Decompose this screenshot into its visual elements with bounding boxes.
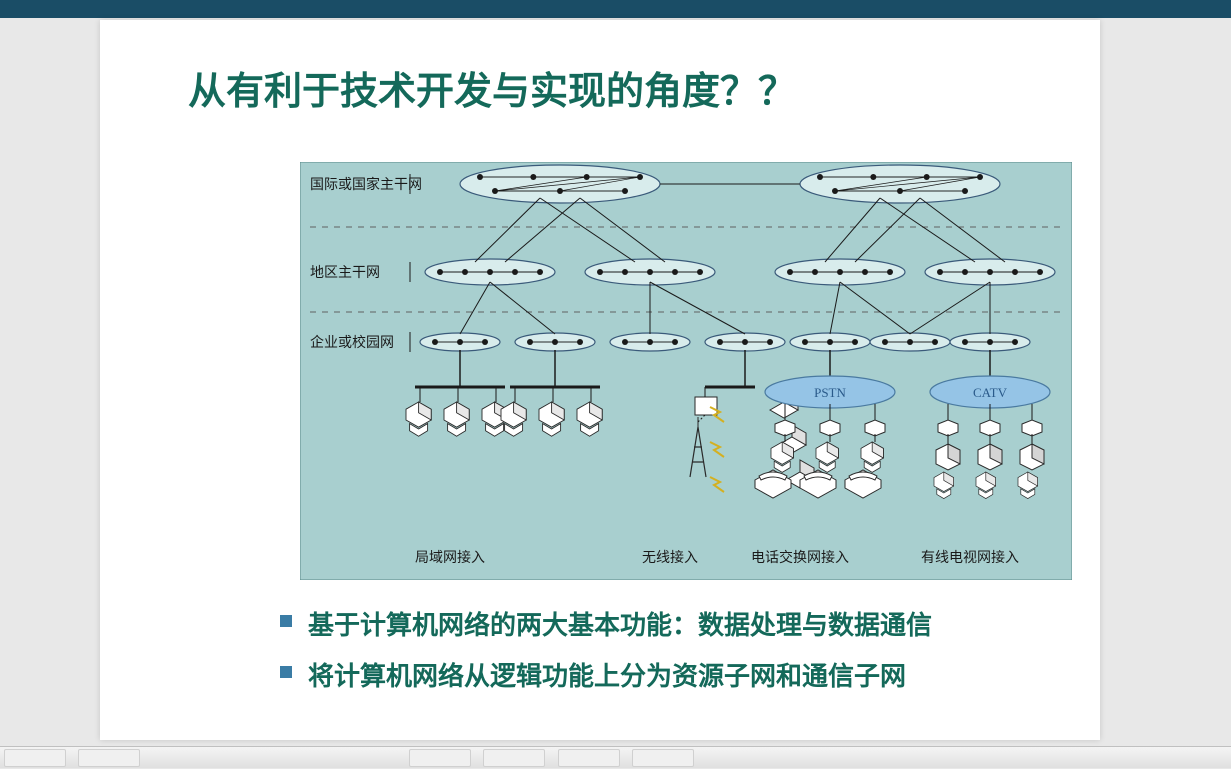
taskbar[interactable]: [0, 746, 1231, 768]
bullet-text: 基于计算机网络的两大基本功能：数据处理与数据通信: [308, 605, 932, 642]
task-item[interactable]: [483, 749, 545, 767]
svg-text:CATV: CATV: [973, 385, 1008, 400]
svg-text:国际或国家主干网: 国际或国家主干网: [310, 176, 422, 192]
svg-text:电话交换网接入: 电话交换网接入: [751, 549, 849, 565]
bullet-text: 将计算机网络从逻辑功能上分为资源子网和通信子网: [308, 656, 906, 693]
task-item[interactable]: [409, 749, 471, 767]
task-item[interactable]: [558, 749, 620, 767]
bullet-item: 将计算机网络从逻辑功能上分为资源子网和通信子网: [280, 656, 932, 693]
bullet-square-icon: [280, 666, 292, 678]
top-bar: [0, 0, 1231, 18]
svg-text:PSTN: PSTN: [814, 385, 846, 400]
task-item[interactable]: [632, 749, 694, 767]
svg-text:企业或校园网: 企业或校园网: [310, 334, 394, 350]
slide: 从有利于技术开发与实现的角度？？ 国际或国家主干网地区主干网企业或校园网局域网接…: [100, 20, 1100, 740]
bullet-item: 基于计算机网络的两大基本功能：数据处理与数据通信: [280, 605, 932, 642]
diagram-svg: 国际或国家主干网地区主干网企业或校园网局域网接入 无线接入 PSTN 电话交换网接入 C…: [300, 162, 1072, 580]
svg-text:无线接入: 无线接入: [642, 549, 698, 565]
svg-text:局域网接入: 局域网接入: [415, 549, 485, 565]
bullet-list: 基于计算机网络的两大基本功能：数据处理与数据通信 将计算机网络从逻辑功能上分为资…: [280, 605, 932, 707]
svg-text:地区主干网: 地区主干网: [310, 264, 380, 280]
bullet-square-icon: [280, 615, 292, 627]
task-item[interactable]: [78, 749, 140, 767]
task-item[interactable]: [4, 749, 66, 767]
network-diagram: 国际或国家主干网地区主干网企业或校园网局域网接入 无线接入 PSTN 电话交换网接入 C…: [300, 162, 1072, 580]
svg-text:有线电视网接入: 有线电视网接入: [921, 549, 1019, 565]
slide-title: 从有利于技术开发与实现的角度？？: [188, 60, 1100, 115]
